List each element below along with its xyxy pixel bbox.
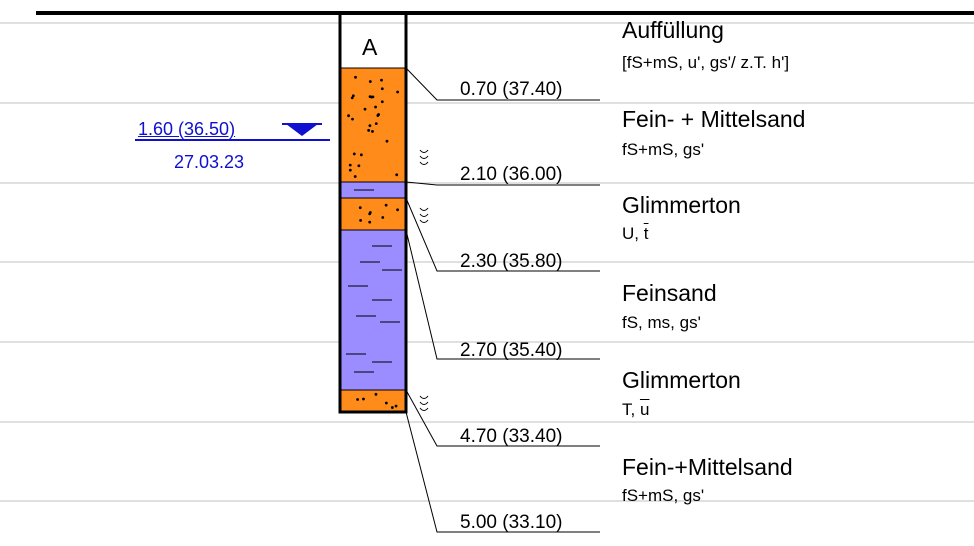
sand-dot bbox=[356, 398, 360, 401]
sand-dot bbox=[377, 113, 380, 116]
water-level-triangle bbox=[286, 124, 318, 136]
depth-label: 4.70 (33.40) bbox=[460, 426, 563, 447]
wetness-mark bbox=[419, 395, 429, 399]
layer-description: fS, ms, gs' bbox=[622, 313, 701, 332]
wetness-mark bbox=[419, 407, 429, 411]
depth-label: 2.30 (35.80) bbox=[460, 251, 563, 272]
layer-description: fS+mS, gs' bbox=[622, 140, 705, 159]
sand-dot bbox=[351, 117, 354, 121]
wetness-mark bbox=[419, 161, 429, 165]
depth-leader-line bbox=[405, 67, 600, 101]
sand-dot bbox=[370, 95, 373, 99]
sand-dot bbox=[380, 78, 383, 82]
layer-description: fS+mS, gs' bbox=[622, 486, 705, 505]
layer-title: Fein- + Mittelsand bbox=[622, 106, 806, 132]
sand-dot bbox=[352, 152, 356, 156]
sand-dot bbox=[368, 124, 372, 128]
layer-title: Auffüllung bbox=[622, 17, 724, 43]
layer-description: [fS+mS, u', gs'/ z.T. h'] bbox=[622, 53, 790, 72]
depth-leader-line bbox=[405, 229, 600, 360]
layer-description: T, u bbox=[622, 400, 650, 419]
layer-description: U, t bbox=[622, 224, 649, 243]
sand-dot bbox=[358, 206, 362, 210]
depth-label: 2.10 (36.00) bbox=[460, 164, 563, 185]
sand-dot bbox=[385, 139, 389, 143]
borehole-column bbox=[338, 11, 408, 414]
layer-title: Glimmerton bbox=[622, 367, 741, 393]
depth-label: 0.70 (37.40) bbox=[460, 79, 563, 100]
sand-dot bbox=[348, 163, 352, 167]
sand-dot bbox=[390, 406, 394, 409]
depth-leader-line bbox=[405, 181, 600, 186]
depth-leader-line bbox=[405, 411, 600, 533]
sand-dot bbox=[380, 100, 384, 104]
sand-layer bbox=[339, 197, 407, 231]
wetness-mark bbox=[419, 401, 429, 405]
sand-dot bbox=[351, 94, 355, 98]
layer-title: Glimmerton bbox=[622, 192, 741, 218]
layer-title: Feinsand bbox=[622, 280, 717, 306]
sand-dot bbox=[381, 216, 385, 219]
water-level-depth: 1.60 (36.50) bbox=[138, 119, 236, 139]
sand-dot bbox=[368, 211, 372, 214]
sand-dot bbox=[371, 130, 374, 133]
sand-dot bbox=[354, 75, 357, 79]
depth-leader-line bbox=[405, 197, 600, 272]
sand-dot bbox=[350, 96, 354, 100]
depth-leader-line bbox=[405, 389, 600, 447]
wetness-mark bbox=[419, 149, 429, 153]
sand-dot bbox=[348, 168, 352, 172]
wetness-mark bbox=[419, 207, 429, 211]
depth-label: 5.00 (33.10) bbox=[460, 512, 563, 533]
wetness-mark bbox=[419, 155, 429, 159]
sand-dot bbox=[357, 164, 361, 168]
sand-dot bbox=[395, 173, 399, 177]
sand-dot bbox=[380, 87, 384, 91]
sand-dot bbox=[347, 114, 350, 118]
sand-dot bbox=[359, 153, 363, 157]
wetness-mark bbox=[419, 219, 429, 223]
sand-dot bbox=[394, 404, 398, 408]
wetness-mark bbox=[419, 213, 429, 217]
sand-dot bbox=[396, 208, 399, 212]
sand-dot bbox=[384, 401, 388, 405]
sand-dot bbox=[362, 397, 365, 401]
sand-dot bbox=[353, 175, 357, 178]
sand-dot bbox=[368, 80, 372, 83]
sand-dot bbox=[363, 107, 367, 111]
layer-title: Fein-+Mittelsand bbox=[622, 454, 793, 480]
sand-dot bbox=[368, 220, 372, 224]
sand-dot bbox=[396, 90, 400, 94]
sand-dot bbox=[359, 218, 362, 222]
borehole-name: A bbox=[362, 34, 378, 60]
sand-dot bbox=[374, 105, 377, 109]
sand-dot bbox=[374, 122, 378, 126]
sand-dot bbox=[374, 392, 378, 396]
sand-layer bbox=[339, 389, 407, 413]
sand-dot bbox=[384, 203, 388, 207]
sand-dot bbox=[367, 128, 371, 132]
depth-label: 2.70 (35.40) bbox=[460, 340, 563, 361]
water-level-date: 27.03.23 bbox=[174, 152, 245, 172]
clay-layer bbox=[339, 229, 407, 391]
